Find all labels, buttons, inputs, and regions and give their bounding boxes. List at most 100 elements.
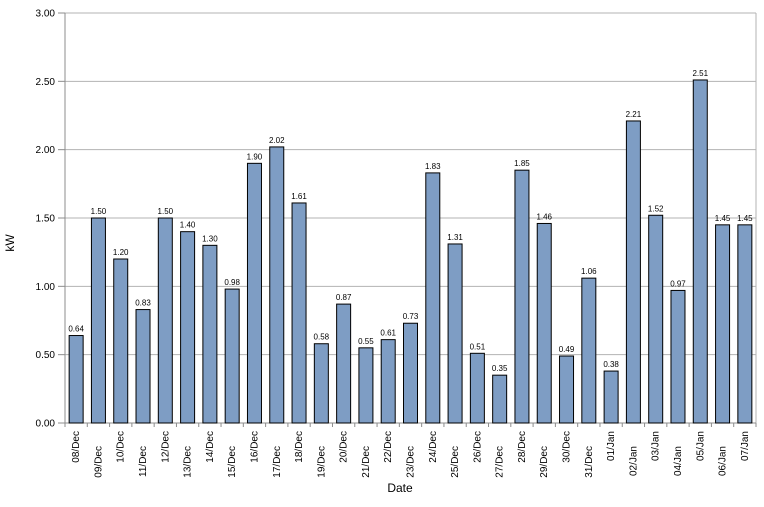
bar-value-label: 0.49 (559, 345, 575, 354)
x-tick-label: 31/Dec (584, 446, 595, 478)
bar-value-label: 0.58 (314, 333, 330, 342)
bar-07/Jan (737, 224, 753, 424)
bar-19/Dec (313, 343, 329, 424)
y-tick-label: 1.50 (36, 214, 56, 225)
bar-03/Jan (648, 214, 664, 424)
bar-26/Dec (469, 352, 485, 424)
bar-17/Dec (269, 146, 285, 424)
bar-value-label: 1.50 (91, 207, 107, 216)
bar-29/Dec (536, 222, 552, 424)
x-tick-label: 04/Jan (673, 446, 684, 476)
x-tick-label: 10/Dec (116, 431, 127, 463)
y-tick-label: 3.00 (36, 9, 56, 20)
bar-value-label: 0.55 (358, 337, 374, 346)
bar-value-label: 1.40 (180, 221, 196, 230)
y-tick-label: 0.00 (36, 419, 56, 430)
x-tick-label: 20/Dec (339, 431, 350, 463)
x-tick-label: 26/Dec (472, 431, 483, 463)
bar-value-label: 1.50 (158, 207, 174, 216)
bar-23/Dec (403, 322, 418, 424)
y-axis-title: kW (3, 234, 17, 252)
x-tick-label: 30/Dec (562, 431, 573, 463)
bar-11/Dec (135, 309, 151, 424)
bar-value-label: 2.51 (692, 69, 708, 78)
bar-12/Dec (157, 217, 173, 424)
x-tick-label: 11/Dec (138, 446, 149, 477)
bar-25/Dec (447, 243, 463, 424)
bar-02/Jan (625, 120, 641, 424)
bar-value-label: 2.21 (626, 110, 642, 119)
x-tick-label: 18/Dec (294, 431, 305, 463)
bar-09/Dec (90, 217, 106, 424)
x-tick-label: 09/Dec (93, 446, 104, 478)
bar-value-label: 1.30 (202, 234, 218, 243)
bar-05/Jan (692, 79, 708, 424)
x-tick-label: 21/Dec (361, 446, 372, 478)
bar-31/Dec (581, 277, 597, 424)
bar-14/Dec (202, 244, 218, 424)
bar-06/Jan (715, 224, 731, 424)
bar-value-labels: 0.64 1.50 1.20 0.83 1.50 1.40 1.30 0.98 1.90 2.02… (68, 69, 753, 373)
bar-04/Jan (670, 289, 686, 424)
bar-value-label: 1.31 (447, 233, 463, 242)
x-tick-label: 16/Dec (249, 431, 260, 463)
bar-value-label: 1.52 (648, 204, 664, 213)
x-axis-title: Date (387, 481, 413, 495)
bar-20/Dec (336, 303, 352, 424)
bar-value-label: 1.83 (425, 162, 441, 171)
bar-value-label: 1.85 (514, 159, 530, 168)
x-tick-label: 29/Dec (539, 446, 550, 478)
bar-21/Dec (358, 347, 374, 424)
x-tick-label: 19/Dec (316, 446, 327, 478)
bar-18/Dec (291, 202, 307, 424)
bar-value-label: 0.35 (492, 364, 508, 373)
bar-value-label: 0.64 (68, 325, 84, 334)
x-tick-label: 06/Jan (718, 446, 729, 476)
bar-value-label: 1.06 (581, 267, 597, 276)
y-tick-label: 2.50 (36, 77, 56, 88)
x-tick-label: 27/Dec (495, 446, 506, 478)
x-tick-label: 25/Dec (450, 446, 461, 478)
bar-10/Dec (113, 258, 129, 424)
bar-value-label: 0.98 (224, 278, 240, 287)
bar-value-label: 1.61 (291, 192, 307, 201)
bar-value-label: 2.02 (269, 136, 285, 145)
x-tick-label: 03/Jan (651, 431, 662, 461)
y-tick-label: 2.00 (36, 145, 56, 156)
x-tick-label: 05/Jan (695, 431, 706, 461)
bar-30/Dec (559, 355, 575, 424)
bar-value-label: 0.83 (135, 299, 151, 308)
x-tick-label: 07/Jan (740, 431, 751, 461)
x-tick-label: 24/Dec (428, 431, 439, 463)
x-tick-label: 22/Dec (383, 431, 394, 463)
bar-value-label: 0.87 (336, 293, 352, 302)
bar-value-label: 0.61 (380, 329, 396, 338)
x-tick-label: 28/Dec (517, 431, 528, 463)
bar-27/Dec (492, 374, 508, 424)
x-tick-label: 23/Dec (406, 446, 417, 478)
bar-22/Dec (380, 339, 396, 424)
bar-value-label: 1.46 (536, 212, 552, 221)
x-tick-label: 08/Dec (71, 431, 82, 463)
bar-value-label: 1.20 (113, 248, 129, 257)
x-tick-label: 15/Dec (227, 446, 238, 478)
bar-value-label: 0.51 (470, 342, 486, 351)
bar-value-label: 1.45 (715, 214, 731, 223)
x-tick-label: 14/Dec (205, 431, 216, 463)
x-tick-label: 02/Jan (628, 446, 639, 476)
x-tick-label: 12/Dec (160, 431, 171, 463)
y-axis-tick-labels: 0.00 0.50 1.00 1.50 2.00 2.50 3.00 (36, 9, 56, 430)
bar-value-label: 1.90 (247, 152, 263, 161)
x-axis-tick-labels: 08/Dec 09/Dec 10/Dec 11/Dec 12/Dec 13/Dec 14/D… (71, 431, 751, 478)
x-tick-label: 17/Dec (272, 446, 283, 478)
bar-08/Dec (68, 335, 84, 424)
bar-value-label: 0.97 (670, 279, 686, 288)
y-tick-label: 0.50 (36, 350, 56, 361)
bars (68, 79, 753, 424)
bar-13/Dec (180, 231, 196, 424)
bar-28/Dec (514, 169, 530, 424)
bar-value-label: 0.38 (603, 360, 619, 369)
bar-24/Dec (425, 172, 441, 424)
